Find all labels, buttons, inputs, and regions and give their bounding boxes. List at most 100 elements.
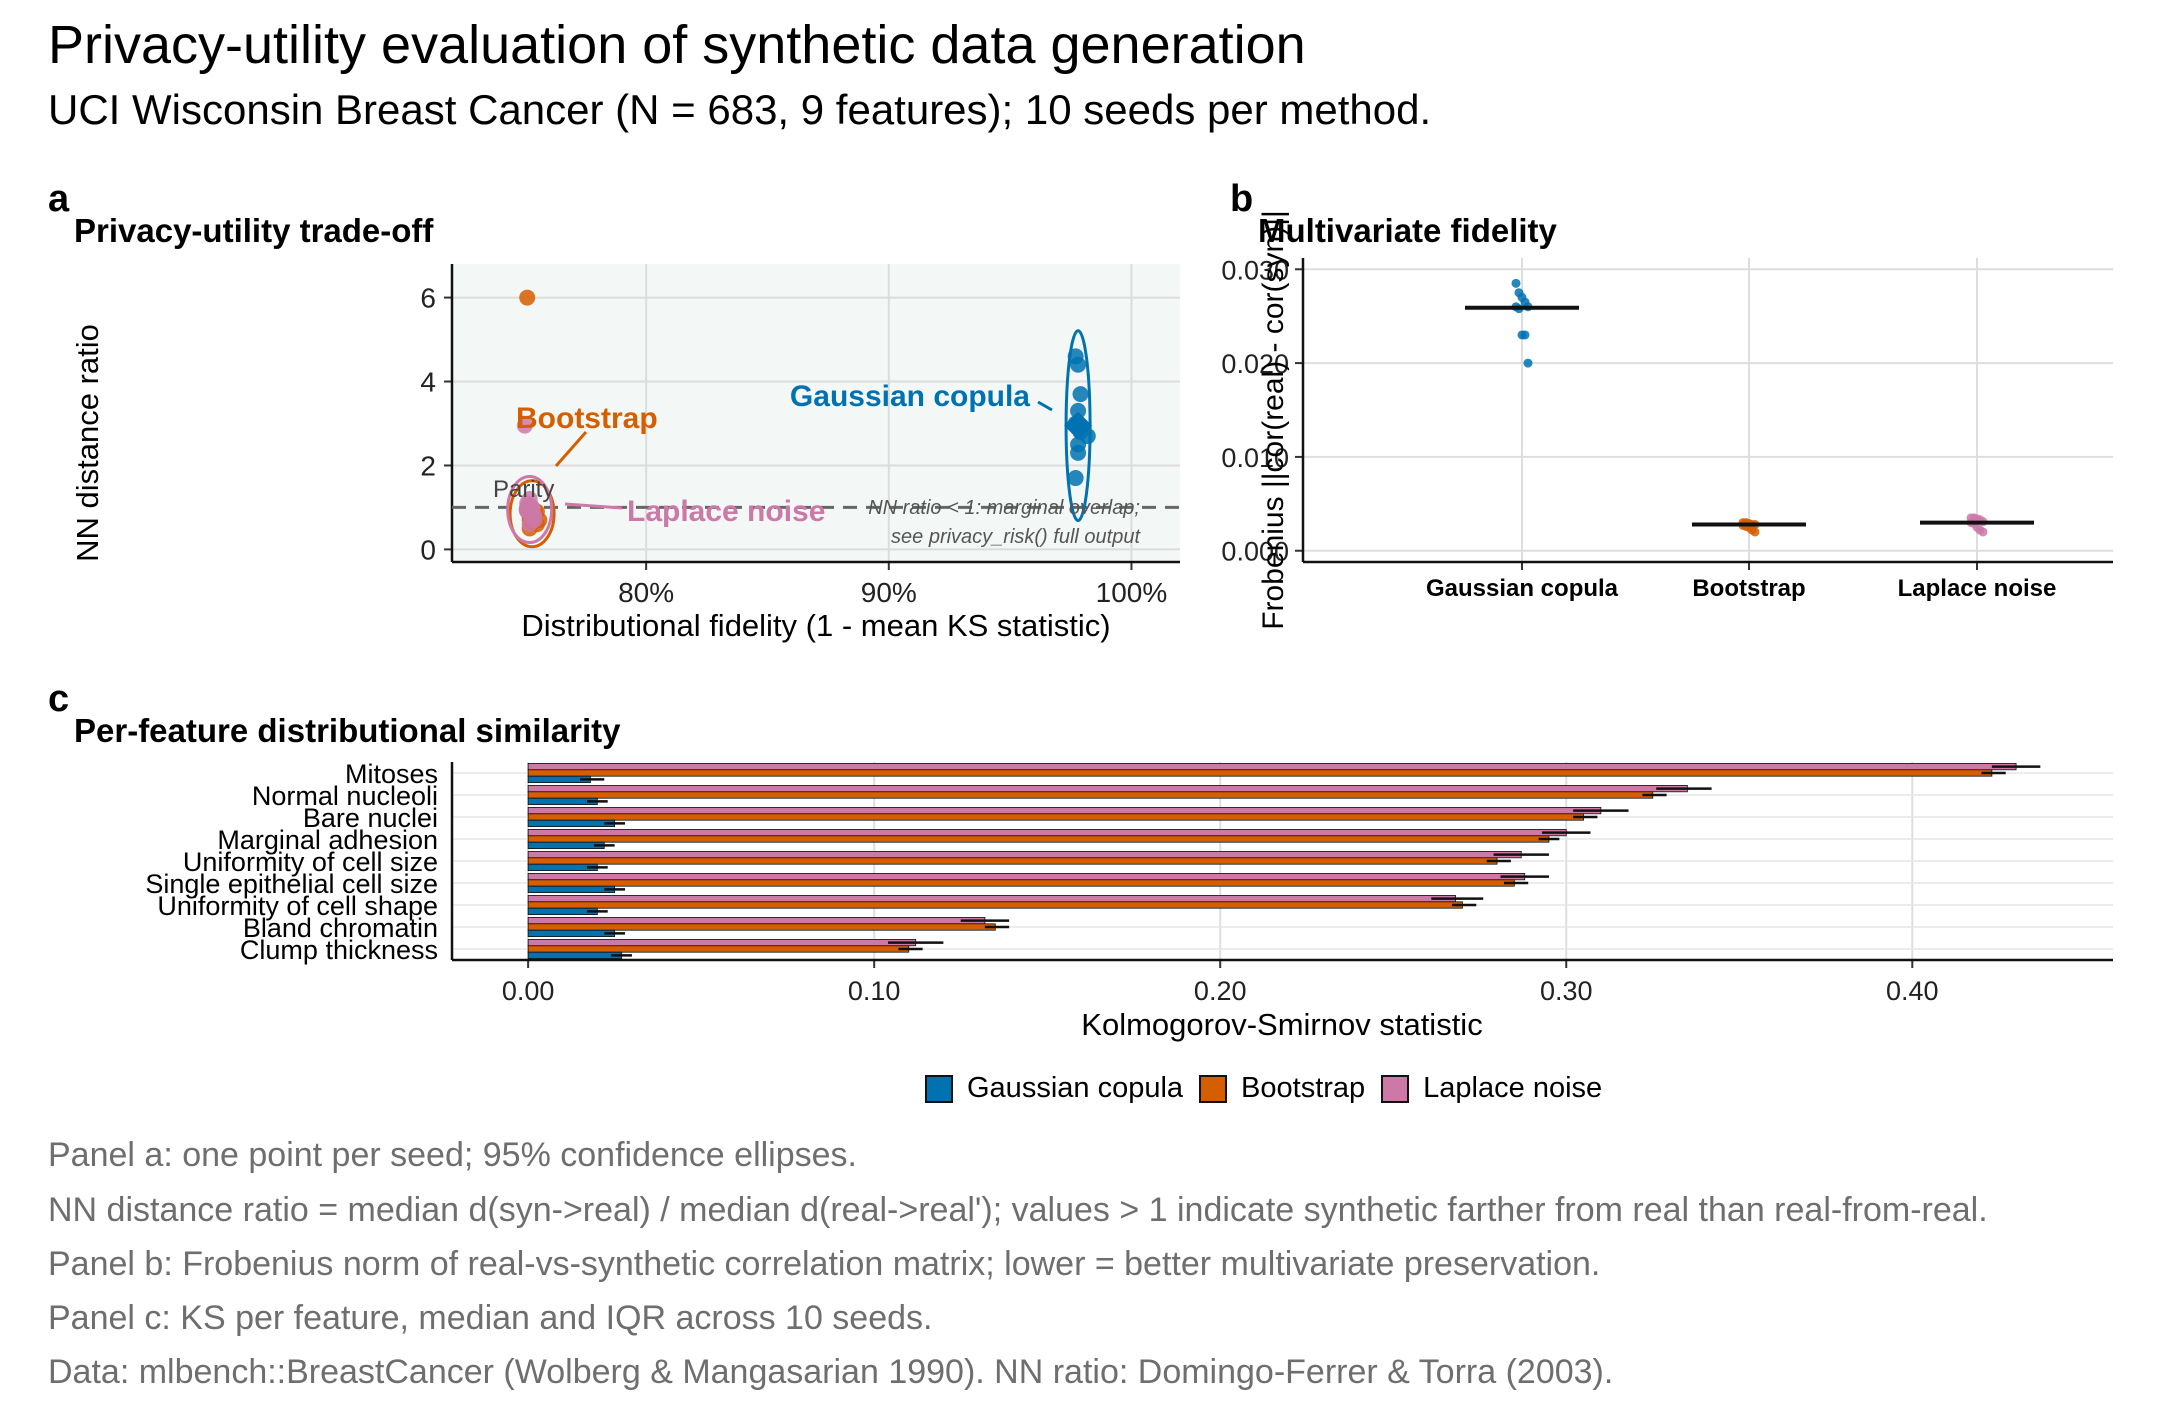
panel-c-xtick-label: 0.20 <box>1194 976 1247 1006</box>
panel-a-plot-bg <box>452 264 1180 562</box>
panel-b-category-label: Bootstrap <box>1692 575 1805 602</box>
leader-line-laplace <box>564 502 623 510</box>
ks-bar-1 <box>527 923 996 931</box>
figure-subtitle: UCI Wisconsin Breast Cancer (N = 683, 9 … <box>48 86 1432 133</box>
centroid-marker-gaussian <box>1064 411 1093 440</box>
seed-point-gaussian <box>1067 470 1084 487</box>
ks-bar-2 <box>527 851 1522 859</box>
panel-a-ytick-label: 2 <box>420 450 436 481</box>
panel-b-category-label: Gaussian copula <box>1426 575 1619 602</box>
ks-bar-2 <box>527 917 986 925</box>
seed-point-gaussian <box>1070 436 1087 453</box>
caption-line-3: Panel b: Frobenius norm of real-vs-synth… <box>48 1245 1601 1283</box>
feature-label: Normal nucleoli <box>252 781 438 811</box>
ks-bar-2 <box>527 895 1456 903</box>
panel-c-x-axis-title: Kolmogorov-Smirnov statistic <box>1081 1007 1482 1042</box>
centroid-marker-laplace <box>518 498 541 521</box>
panel-c-title: Per-feature distributional similarity <box>74 712 621 749</box>
ks-bar-1 <box>527 769 1993 777</box>
panel-c-tag: c <box>48 678 70 720</box>
panel-b-ytick-label: 0.030 <box>1221 255 1289 285</box>
panel-a-ytick-label: 6 <box>420 283 436 314</box>
ks-bar-0 <box>527 929 616 938</box>
privacy-note-line-2: see privacy_risk() full output <box>891 526 1141 548</box>
leader-line-bootstrap <box>554 431 588 467</box>
panel-a-xtick-label: 80% <box>618 577 674 608</box>
legend-label-gaussian: Gaussian copula <box>967 1072 1184 1104</box>
panel-b-y-axis-title: Frobenius ||cor(real) - cor(syn)|| <box>1257 210 1290 630</box>
caption-line-2: NN distance ratio = median d(syn->real) … <box>48 1191 1988 1229</box>
seed-point-bootstrap <box>519 289 536 306</box>
feature-label: Single epithelial cell size <box>145 869 438 899</box>
seed-dot-1 <box>1750 527 1760 537</box>
legend-key-bootstrap <box>1199 1074 1228 1103</box>
panel-b-title: Multivariate fidelity <box>1258 212 1557 249</box>
panel-a-ytick-label: 4 <box>420 367 436 398</box>
panel-b-ytick-label: 0.010 <box>1221 443 1289 473</box>
seed-point-gaussian <box>1072 386 1089 403</box>
seed-point-laplace <box>516 417 533 434</box>
legend-item-laplace: Laplace noise <box>1381 1072 1602 1105</box>
ks-bar-1 <box>527 857 1498 865</box>
panel-b-category-label: Laplace noise <box>1898 575 2057 602</box>
ks-bar-1 <box>527 901 1463 909</box>
ks-bar-1 <box>527 791 1654 799</box>
panel-a-title: Privacy-utility trade-off <box>74 212 434 249</box>
panel-a-tag: a <box>48 178 70 220</box>
feature-label: Uniformity of cell shape <box>157 891 438 921</box>
ks-bar-2 <box>527 763 2017 771</box>
legend-key-gaussian <box>925 1074 953 1103</box>
confidence-ellipse-laplace <box>506 475 554 545</box>
panel-a-y-axis-title: NN distance ratio <box>70 324 105 562</box>
feature-label: Marginal adhesion <box>217 825 438 855</box>
figure-title: Privacy-utility evaluation of synthetic … <box>48 15 1306 75</box>
ks-bar-1 <box>527 813 1584 821</box>
label-gaussian-copula: Gaussian copula <box>790 380 1030 413</box>
feature-label: Uniformity of cell size <box>183 847 438 877</box>
panel-a-xtick-label: 90% <box>861 577 917 608</box>
seed-dot-0 <box>1520 330 1530 340</box>
panel-c-xtick-label: 0.40 <box>1886 976 1939 1006</box>
legend-item-gaussian: Gaussian copula <box>925 1072 1183 1105</box>
caption-line-5: Data: mlbench::BreastCancer (Wolberg & M… <box>48 1353 1614 1391</box>
label-bootstrap: Bootstrap <box>516 402 658 435</box>
confidence-ellipse-bootstrap <box>508 479 556 549</box>
legend-label-bootstrap: Bootstrap <box>1241 1072 1366 1104</box>
panel-b-tag: b <box>1230 178 1254 220</box>
panel-c-xtick-label: 0.30 <box>1540 976 1593 1006</box>
ks-bar-0 <box>527 885 616 894</box>
ks-bar-0 <box>527 951 622 960</box>
panel-c-xtick-label: 0.00 <box>502 976 555 1006</box>
seed-dot-0 <box>1511 278 1521 288</box>
legend-label-laplace: Laplace noise <box>1423 1072 1603 1104</box>
ks-bar-2 <box>527 939 917 947</box>
ks-bar-1 <box>527 879 1515 887</box>
ks-bar-1 <box>527 945 910 953</box>
label-laplace-noise: Laplace noise <box>627 495 825 528</box>
ks-bar-2 <box>527 829 1567 837</box>
panel-a-x-axis-title: Distributional fidelity (1 - mean KS sta… <box>521 608 1110 643</box>
panel-a-xtick-label: 100% <box>1096 577 1168 608</box>
ks-bar-0 <box>527 841 605 850</box>
panel-a-ytick-label: 0 <box>420 534 436 565</box>
legend: Gaussian copula Bootstrap Laplace noise <box>925 1072 1618 1105</box>
ks-bar-2 <box>527 807 1602 815</box>
caption-line-4: Panel c: KS per feature, median and IQR … <box>48 1299 933 1337</box>
seed-point-gaussian <box>1070 402 1087 419</box>
feature-label: Clump thickness <box>240 935 438 965</box>
seed-dot-0 <box>1523 358 1533 368</box>
feature-label: Bare nuclei <box>303 803 438 833</box>
seed-dot-2 <box>1978 527 1988 537</box>
feature-label: Mitoses <box>345 759 438 789</box>
seed-point-gaussian <box>1070 356 1087 373</box>
caption-line-1: Panel a: one point per seed; 95% confide… <box>48 1136 857 1174</box>
panel-c-xtick-label: 0.10 <box>848 976 901 1006</box>
privacy-note-line-1: NN ratio < 1: marginal overlap; <box>868 497 1140 519</box>
ks-bar-0 <box>527 819 616 828</box>
panel-b-ytick-label: 0.000 <box>1221 537 1289 567</box>
legend-key-laplace <box>1381 1074 1410 1103</box>
legend-item-bootstrap: Bootstrap <box>1199 1072 1365 1105</box>
ks-bar-1 <box>527 835 1550 843</box>
label-parity: Parity <box>493 476 554 503</box>
